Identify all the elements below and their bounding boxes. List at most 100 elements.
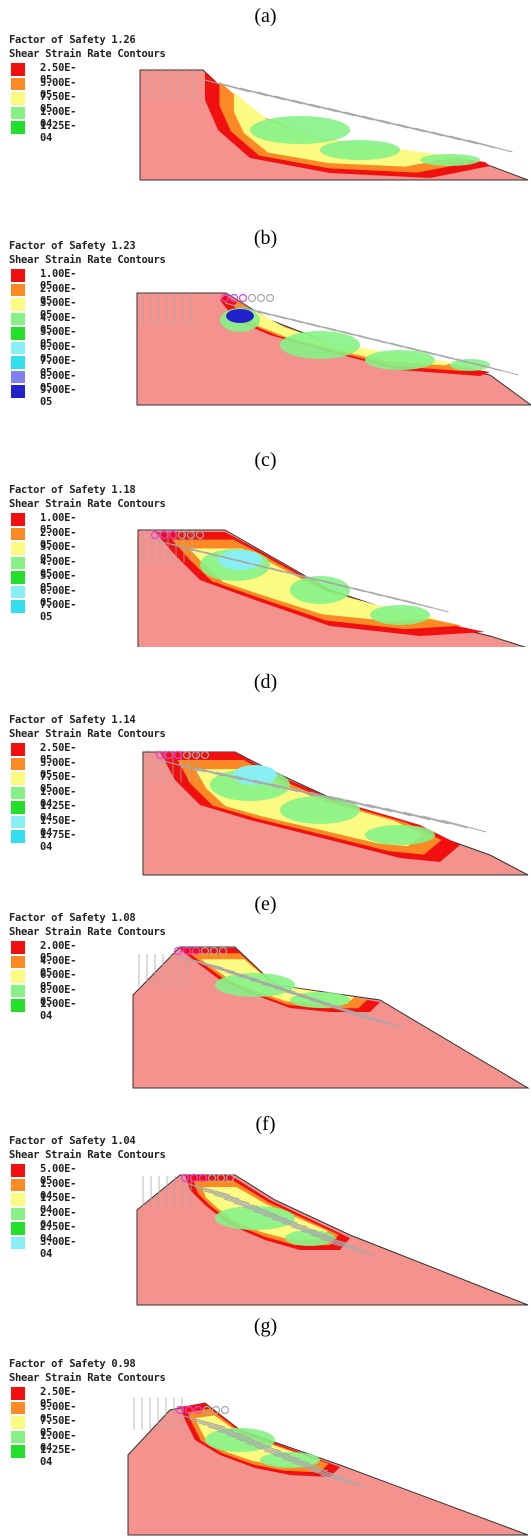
legend-value: 2.50E-05 [40,1386,77,1410]
factor-of-safety: Factor of Safety 1.04 [9,1135,136,1147]
factor-of-safety: Factor of Safety 1.23 [9,240,136,252]
legend-swatch [11,970,25,983]
legend-swatch [11,63,25,76]
plastic-marker [207,1173,217,1183]
velocity-arrow [379,119,426,133]
velocity-arrow [403,811,449,825]
velocity-arrow [253,779,299,793]
legend-value: 2.00E-05 [40,526,77,551]
legend-value: 2.00E-05 [40,282,77,307]
velocity-arrow [449,135,496,149]
factor-of-safety: Factor of Safety 1.14 [9,714,136,726]
legend-swatch [11,1445,25,1458]
plastic-marker [247,293,257,303]
plastic-marker [182,946,192,956]
legend-swatch [11,984,25,997]
legend-swatch [11,743,25,756]
legend-swatch [11,92,25,105]
plastic-marker [202,1405,212,1415]
velocity-arrow [309,103,356,117]
slope-model [142,750,529,876]
plastic-marker [189,1173,199,1183]
velocity-arrow [292,99,338,113]
panel-label: (b) [253,227,278,249]
contours-title: Shear Strain Rate Contours [9,498,166,510]
legend-value: 1.00E-04 [40,998,77,1022]
velocity-arrow [223,1198,269,1212]
plastic-marker [173,750,183,760]
velocity-arrow [362,115,408,129]
velocity-arrow [264,1450,310,1464]
velocity-arrow [222,83,268,97]
legend-swatch [11,385,25,398]
velocity-arrow [216,771,262,785]
panel-label: (e) [254,893,277,915]
velocity-arrow [179,1414,226,1428]
legend-swatch [11,941,25,954]
legend-swatch [11,77,25,90]
contours-title: Shear Strain Rate Contours [9,926,166,938]
plastic-marker [193,1405,203,1415]
legend-swatch [11,1222,25,1235]
velocity-arrow [274,95,321,109]
legend-value: 2.50E-05 [40,62,77,86]
contours-title: Shear Strain Rate Contours [9,1372,166,1384]
contours-title: Shear Strain Rate Contours [9,728,166,740]
velocity-arrow [473,362,519,376]
legend-value: 6.00E-05 [40,969,77,993]
velocity-arrow [201,963,248,977]
factor-of-safety-label: Factor of Safety [9,1135,106,1147]
legend-value: 8.00E-05 [40,983,77,1008]
velocity-arrow [178,763,224,777]
plastic-marker [191,946,201,956]
velocity-arrow [321,1003,368,1017]
legend-swatch [11,1401,25,1414]
velocity-arrow [204,79,251,93]
velocity-arrow [237,975,284,989]
plastic-marker [216,1173,226,1183]
legend-swatch [11,1193,25,1206]
velocity-arrow [414,127,461,141]
legend-swatch [11,1387,25,1400]
legend-value: 2.50E-05 [40,742,77,766]
velocity-arrow [272,1218,318,1232]
legend-value: 2.50E-04 [40,1221,77,1245]
legend-swatch [11,955,25,968]
velocity-arrow [261,983,308,997]
slope-model [137,529,527,647]
plastic-marker [200,750,210,760]
velocity-arrow [236,1438,282,1452]
legend-swatch [11,356,25,369]
velocity-arrow [234,775,281,789]
legend-swatch [11,298,25,311]
plastic-marker [150,530,160,540]
velocity-arrow [328,795,374,809]
plastic-marker [200,946,210,956]
velocity-arrow [320,1474,366,1488]
legend-value: 1.00E-05 [40,512,77,536]
velocity-arrow [384,807,431,821]
velocity-arrow [273,1454,319,1468]
velocity-arrow [309,999,356,1013]
plastic-marker [209,946,219,956]
velocity-arrow [344,111,391,125]
contours-title: Shear Strain Rate Contours [9,48,166,60]
velocity-arrow [422,815,468,829]
legend-value: 1.25E-04 [40,800,77,824]
legend-swatch [11,1416,25,1429]
legend-value: 2.00E-05 [40,940,77,964]
legend-swatch [11,283,25,296]
legend-swatch [11,556,25,569]
contour-spot [365,350,435,370]
plastic-marker [159,530,169,540]
slope-model [136,292,531,406]
velocity-arrow [272,783,318,797]
contour-spot [450,359,490,371]
plastic-marker [186,530,196,540]
plastic-marker [155,750,165,760]
legend-swatch [11,106,25,119]
velocity-arrow [184,1182,231,1196]
legend-swatch [11,1164,25,1177]
factor-of-safety-value: 1.08 [111,912,136,924]
velocity-arrow [301,1466,348,1480]
